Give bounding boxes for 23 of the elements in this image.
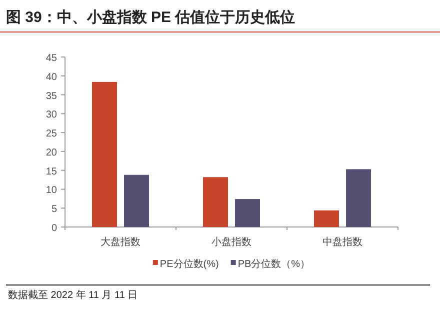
bar bbox=[92, 82, 117, 227]
y-tick-label: 40 bbox=[46, 72, 58, 83]
x-tick-label: 小盘指数 bbox=[212, 236, 252, 248]
y-tick-label: 15 bbox=[46, 166, 58, 178]
x-tick-label: 中盘指数 bbox=[322, 236, 362, 248]
y-tick-label: 45 bbox=[46, 53, 58, 64]
chart-title: 图 39：中、小盘指数 PE 估值位于历史低位 bbox=[6, 9, 296, 26]
legend-label: PB分位数（%） bbox=[238, 258, 310, 270]
bar bbox=[346, 169, 371, 227]
text: 数据截至 2022 年 11 月 11 日 bbox=[8, 289, 138, 301]
bar bbox=[124, 174, 149, 227]
bar bbox=[203, 177, 228, 227]
legend-label: PE分位数(%) bbox=[160, 258, 219, 270]
y-tick-label: 35 bbox=[46, 90, 58, 102]
y-tick-label: 20 bbox=[46, 147, 58, 158]
y-tick-label: 25 bbox=[46, 128, 58, 140]
bar bbox=[235, 199, 260, 227]
y-tick-label: 30 bbox=[46, 110, 58, 121]
y-tick-label: 0 bbox=[51, 223, 58, 234]
x-tick-label: 大盘指数 bbox=[100, 236, 140, 248]
y-tick-label: 10 bbox=[46, 185, 58, 196]
y-tick-label: 5 bbox=[51, 204, 58, 216]
bar bbox=[314, 210, 339, 227]
